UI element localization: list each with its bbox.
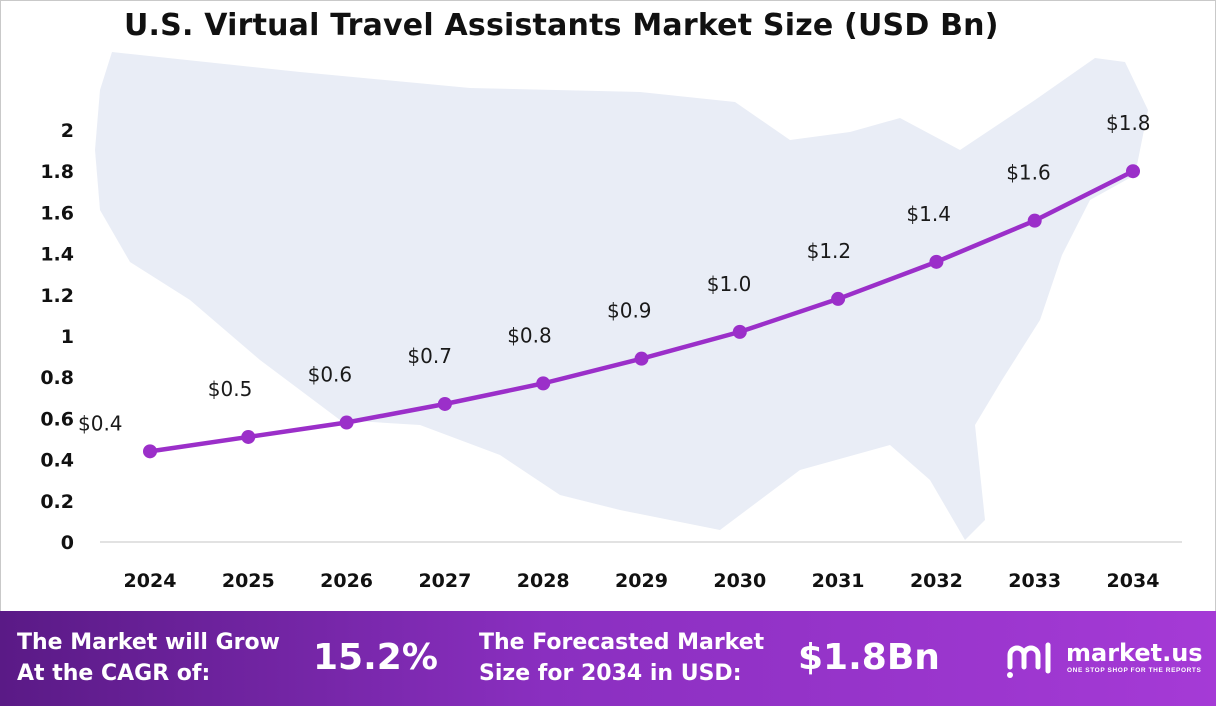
- y-tick-label: 1.2: [40, 285, 74, 307]
- y-tick-label: 1.6: [40, 202, 74, 224]
- cagr-label-line1: The Market will Grow: [17, 630, 280, 655]
- market-us-logo-icon: [1007, 642, 1051, 678]
- brand-tagline: ONE STOP SHOP FOR THE REPORTS: [1067, 667, 1202, 674]
- x-tick-label: 2032: [910, 570, 963, 592]
- data-point: [634, 351, 649, 366]
- data-point: [437, 396, 452, 411]
- forecast-label: The Forecasted Market Size for 2034 in U…: [479, 627, 764, 689]
- y-tick-label: 0.8: [40, 367, 74, 389]
- data-point: [536, 376, 551, 391]
- y-tick-label: 1.4: [40, 244, 74, 266]
- data-point: [241, 429, 256, 444]
- data-label: $0.9: [607, 299, 652, 323]
- data-point: [143, 444, 157, 459]
- cagr-label: The Market will Grow At the CAGR of:: [17, 627, 280, 689]
- y-tick-label: 0: [61, 532, 74, 554]
- x-tick-label: 2030: [713, 570, 766, 592]
- y-tick-label: 1: [61, 326, 74, 348]
- x-tick-label: 2025: [222, 570, 275, 592]
- chart-title: U.S. Virtual Travel Assistants Market Si…: [124, 8, 999, 43]
- data-label: $0.6: [308, 363, 353, 387]
- data-label: $0.8: [507, 323, 552, 347]
- y-tick-label: 0.6: [40, 408, 74, 430]
- data-label: $1.6: [1006, 161, 1051, 185]
- data-point: [831, 291, 846, 306]
- data-label: $0.7: [407, 344, 452, 368]
- x-tick-label: 2033: [1008, 570, 1061, 592]
- data-label: $1.4: [906, 202, 951, 226]
- y-tick-label: 0.4: [40, 450, 74, 472]
- data-points: [143, 164, 1140, 459]
- data-label: $1.2: [807, 239, 852, 263]
- us-map-background: [95, 52, 1148, 540]
- y-tick-label: 2: [61, 120, 74, 142]
- data-label: $0.4: [78, 411, 123, 435]
- data-label: $0.5: [208, 377, 253, 401]
- y-tick-label: 1.8: [40, 161, 74, 183]
- x-tick-label: 2031: [812, 570, 865, 592]
- y-tick-label: 0.2: [40, 491, 74, 513]
- x-tick-label: 2028: [517, 570, 570, 592]
- data-point: [1126, 164, 1140, 179]
- data-point: [1027, 213, 1042, 228]
- data-label: $1.0: [707, 272, 752, 296]
- x-tick-label: 2029: [615, 570, 668, 592]
- data-labels: $0.4 $0.5 $0.6 $0.7 $0.8 $0.9 $1.0 $1.2 $1.4 $1.6…: [78, 111, 1151, 435]
- y-axis: 0 0.2 0.4 0.6 0.8 1 1.2 1.4 1.6 1.8 2: [40, 120, 74, 554]
- x-tick-label: 2027: [418, 570, 471, 592]
- forecast-label-line1: The Forecasted Market: [479, 630, 765, 655]
- brand-logo: market.us ONE STOP SHOP FOR THE REPORTS: [1004, 637, 1214, 687]
- cagr-value: 15.2%: [313, 637, 438, 678]
- forecast-label-line2: Size for 2034 in USD:: [479, 661, 742, 686]
- brand-name: market.us: [1066, 639, 1203, 667]
- data-label: $1.8: [1106, 111, 1151, 135]
- x-tick-label: 2034: [1107, 570, 1160, 592]
- forecast-value: $1.8Bn: [798, 637, 940, 678]
- footer-banner: The Market will Grow At the CAGR of: 15.…: [0, 611, 1216, 706]
- line-chart: 0 0.2 0.4 0.6 0.8 1 1.2 1.4 1.6 1.8 2 2024 2025 2026…: [40, 52, 1182, 592]
- data-point: [929, 254, 944, 269]
- cagr-label-line2: At the CAGR of:: [17, 661, 211, 686]
- x-axis: 2024 2025 2026 2027 2028 2029 2030 2031 2032 2033…: [124, 570, 1160, 592]
- x-tick-label: 2026: [320, 570, 373, 592]
- data-point: [339, 415, 354, 430]
- x-tick-label: 2024: [124, 570, 177, 592]
- data-point: [732, 324, 747, 339]
